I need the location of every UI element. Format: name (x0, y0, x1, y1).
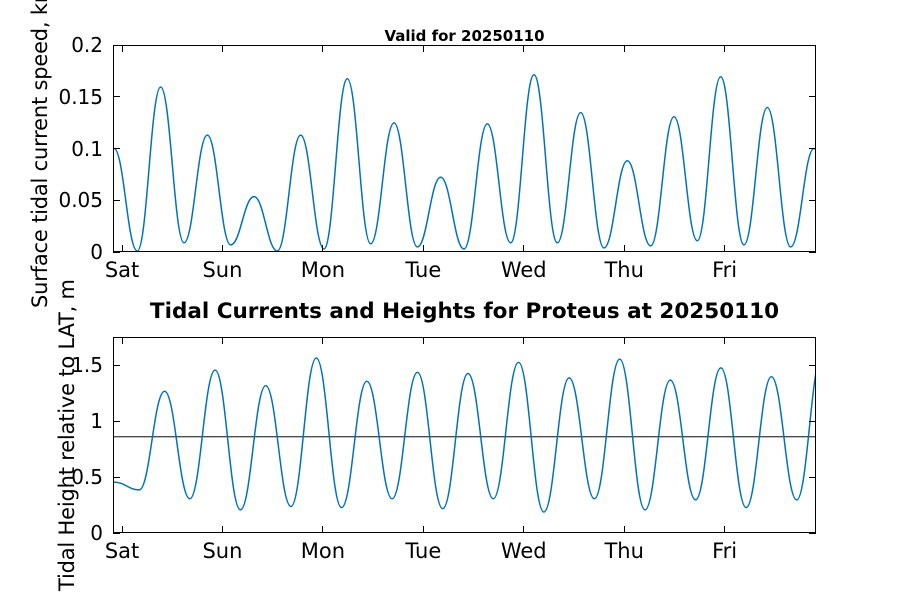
y-tick-mark (809, 532, 816, 534)
y-tick-mark (113, 420, 120, 422)
tidal-height-plot-area (113, 337, 816, 533)
y-tick-label: 0.05 (58, 188, 103, 213)
x-tick-label: Wed (500, 258, 547, 282)
x-tick-label: Sat (104, 539, 140, 563)
y-tick-label: 0.2 (71, 33, 103, 57)
y-tick-mark (113, 532, 120, 534)
x-tick-label: Sat (104, 258, 140, 282)
x-tick-mark (422, 45, 424, 52)
y-tick-label: 0 (90, 521, 103, 545)
current-speed-curve (114, 46, 815, 251)
figure-main-title: Tidal Currents and Heights for Proteus a… (149, 299, 780, 324)
x-tick-mark (121, 245, 123, 252)
x-tick-label: Mon (300, 258, 346, 282)
data-line (114, 356, 815, 512)
x-tick-label: Sun (202, 258, 243, 282)
y-tick-mark (113, 199, 120, 201)
x-tick-mark (121, 337, 123, 344)
x-tick-label: Thu (604, 539, 644, 563)
tidal-height-curve (114, 338, 815, 532)
y-tick-label: 0.5 (71, 465, 103, 489)
x-tick-mark (422, 245, 424, 252)
y-tick-mark (809, 199, 816, 201)
data-line (114, 75, 815, 251)
x-tick-mark (322, 45, 324, 52)
x-tick-mark (623, 526, 625, 533)
y-tick-label: 1.5 (71, 353, 103, 377)
y-tick-mark (809, 148, 816, 150)
x-tick-label: Tue (405, 539, 442, 563)
x-tick-mark (523, 337, 525, 344)
x-tick-mark (221, 45, 224, 52)
y-tick-mark (809, 476, 816, 478)
y-tick-mark (113, 44, 120, 46)
y-tick-mark (113, 476, 120, 478)
y-tick-mark (809, 96, 816, 98)
current-plot-title: Valid for 20250110 (384, 27, 545, 45)
x-tick-mark (724, 337, 726, 344)
x-tick-mark (121, 526, 123, 533)
y-tick-mark (809, 251, 816, 253)
x-tick-label: Sun (202, 539, 243, 563)
x-tick-mark (724, 526, 726, 533)
x-tick-mark (221, 337, 224, 344)
x-tick-mark (523, 526, 525, 533)
x-tick-mark (623, 337, 625, 344)
x-tick-mark (724, 45, 726, 52)
x-tick-label: Wed (500, 539, 547, 563)
y-tick-label: 1 (90, 409, 103, 433)
x-tick-mark (422, 337, 424, 344)
y-tick-label: 0.15 (58, 84, 103, 109)
x-tick-mark (221, 245, 224, 252)
y-tick-mark (113, 148, 120, 150)
x-tick-mark (623, 45, 625, 52)
x-tick-mark (322, 526, 324, 533)
x-tick-mark (221, 526, 224, 533)
x-tick-mark (121, 45, 123, 52)
y-tick-mark (113, 96, 120, 98)
y-tick-label: 0.1 (71, 136, 103, 161)
x-tick-mark (422, 526, 424, 533)
x-tick-mark (322, 245, 324, 252)
y-tick-mark (113, 251, 120, 253)
x-tick-mark (322, 337, 324, 344)
x-tick-label: Fri (712, 539, 738, 563)
y-tick-mark (113, 364, 120, 366)
x-tick-mark (523, 245, 525, 252)
x-tick-label: Fri (712, 258, 738, 282)
y-tick-label: 0 (90, 240, 103, 264)
current-speed-plot-area (113, 45, 816, 252)
x-tick-mark (623, 245, 625, 252)
y-tick-mark (809, 364, 816, 366)
x-tick-label: Thu (604, 258, 644, 282)
x-tick-mark (724, 245, 726, 252)
y-tick-mark (809, 420, 816, 422)
x-tick-label: Tue (405, 258, 442, 282)
x-tick-label: Mon (300, 539, 346, 563)
x-tick-mark (523, 45, 525, 52)
y-tick-mark (809, 44, 816, 46)
